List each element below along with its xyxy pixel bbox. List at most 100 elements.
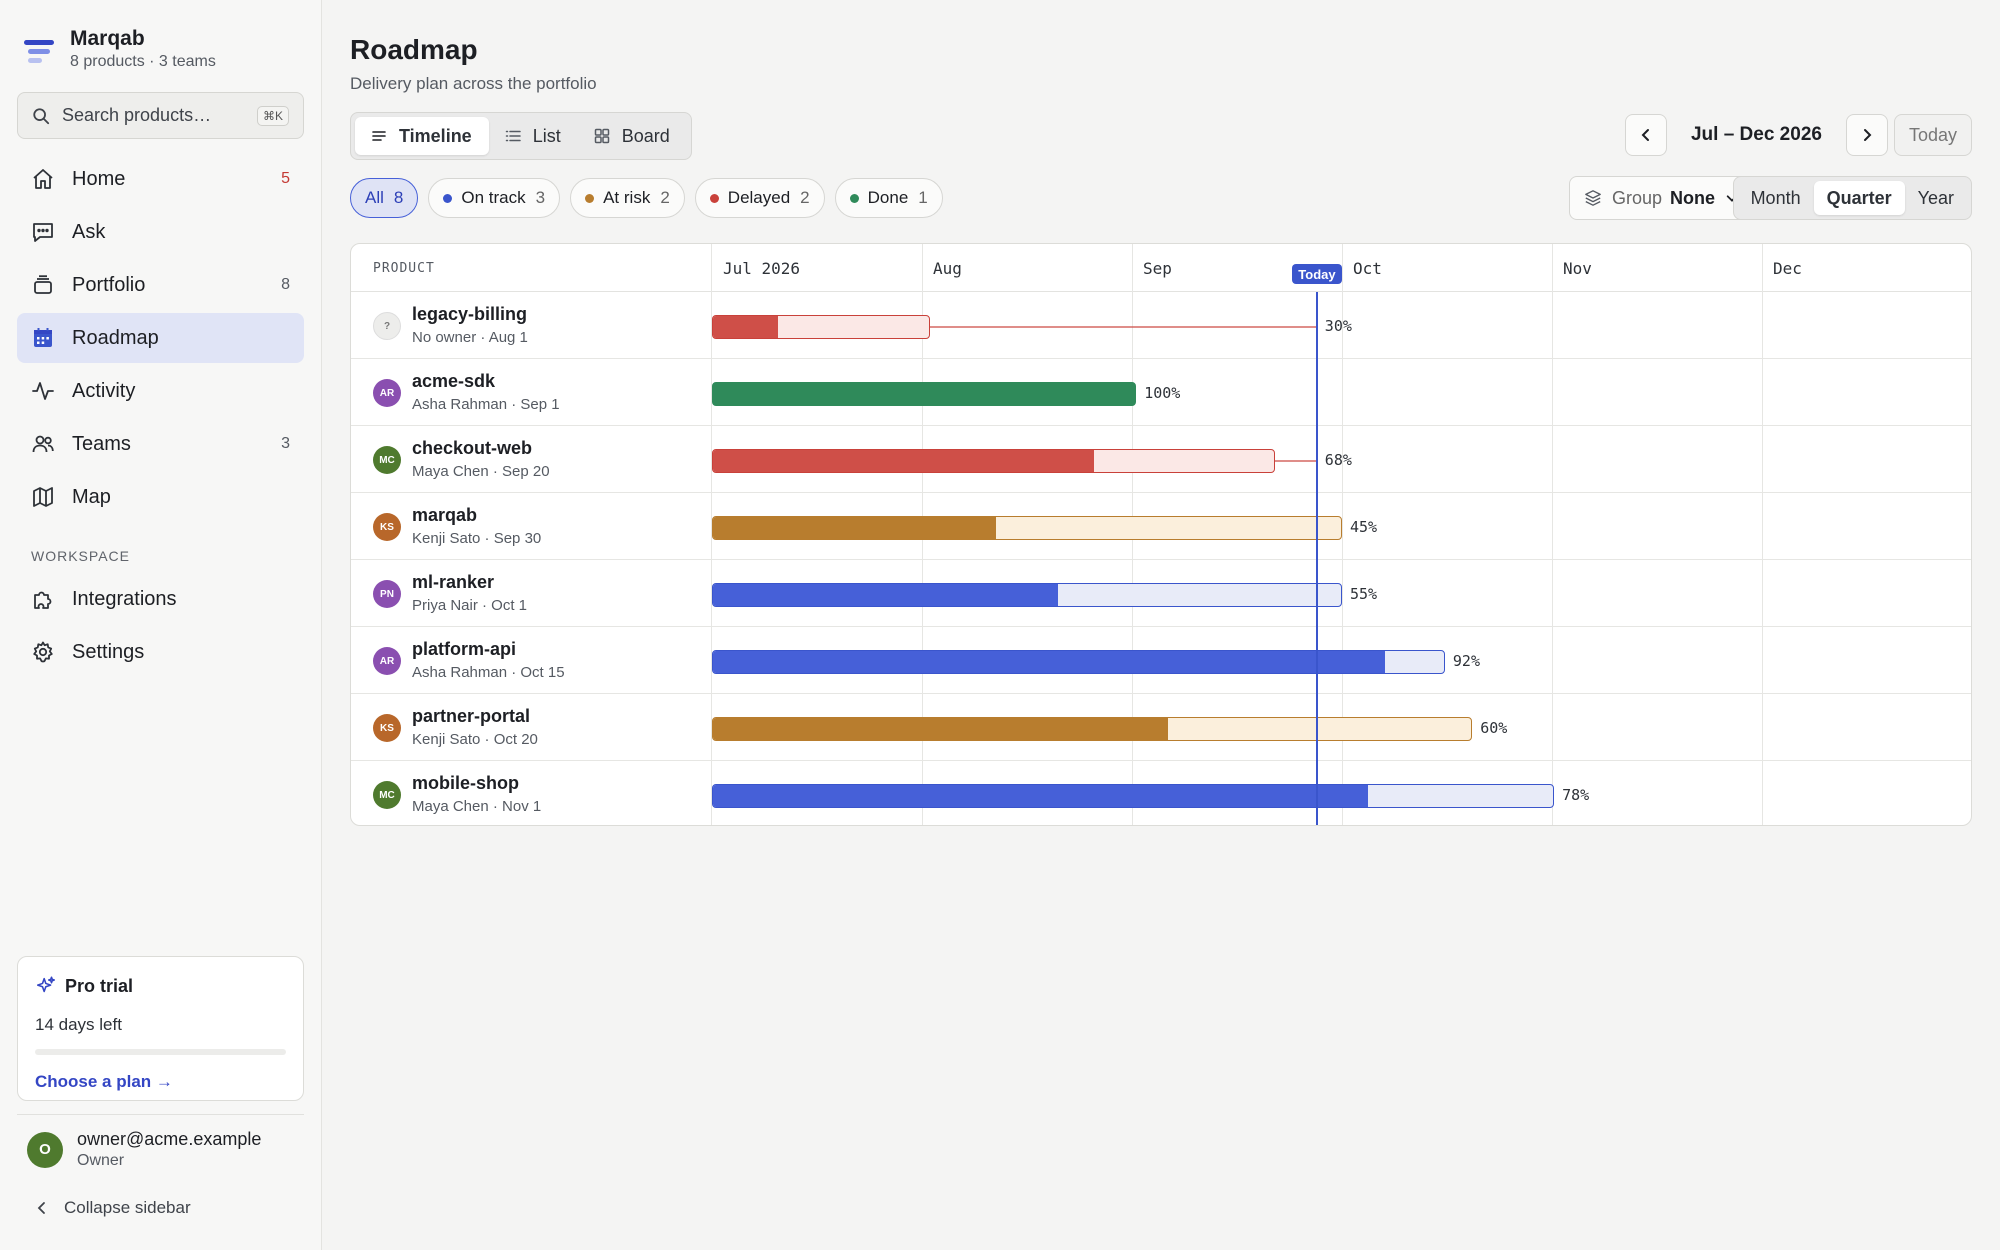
- status-filters: All 8 On track 3 At risk 2 Delayed 2 Don…: [350, 178, 953, 218]
- group-select[interactable]: Group None: [1568, 176, 1754, 220]
- tab-list[interactable]: List: [489, 117, 578, 155]
- trial-title-row: Pro trial: [35, 975, 286, 997]
- filter-chip-at-risk[interactable]: At risk 2: [570, 178, 685, 218]
- month-label: Jul 2026: [723, 259, 801, 278]
- nav-item-ask[interactable]: Ask: [17, 207, 304, 257]
- chat-icon: [30, 219, 56, 245]
- scale-quarter[interactable]: Quarter: [1813, 181, 1905, 215]
- avatar: AR: [373, 647, 401, 675]
- tab-timeline[interactable]: Timeline: [355, 117, 489, 155]
- group-label: Group: [1611, 187, 1662, 208]
- sidebar: Marqab 8 products · 3 teams Search produ…: [0, 0, 322, 1250]
- list-icon: [505, 130, 521, 142]
- chip-count: 2: [800, 188, 810, 207]
- product-name[interactable]: marqab: [412, 505, 478, 525]
- status-dot: [849, 193, 859, 203]
- nav-count: 3: [281, 435, 290, 452]
- filter-chip-all[interactable]: All 8: [350, 178, 419, 218]
- month-label: Aug: [933, 259, 962, 278]
- chip-label: On track: [461, 188, 526, 207]
- gantt-bar[interactable]: [712, 382, 1137, 406]
- gantt-bar-progress: [713, 718, 1168, 740]
- gantt-bar[interactable]: [712, 315, 931, 339]
- roadmap-timeline: PRODUCT Jul 2026 Aug Sep Oct Nov Dec ? legacy-…: [350, 243, 1972, 826]
- product-name[interactable]: mobile-shop: [412, 773, 519, 793]
- brand-logo-icon: [24, 32, 58, 66]
- user-role: Owner: [77, 1152, 125, 1169]
- filter-chip-on-track[interactable]: On track 3: [428, 178, 561, 218]
- product-name[interactable]: ml-ranker: [412, 572, 495, 592]
- progress-percent: 92%: [1452, 652, 1480, 670]
- choose-plan-link[interactable]: Choose a plan →: [35, 1072, 173, 1091]
- brand-name: Marqab: [70, 27, 145, 50]
- home-icon: [30, 166, 56, 192]
- nav-item-roadmap[interactable]: Roadmap: [17, 313, 304, 363]
- trial-title: Pro trial: [65, 975, 134, 996]
- gantt-bar-progress: [713, 651, 1386, 673]
- status-dot: [585, 193, 595, 203]
- next-range-button[interactable]: [1845, 114, 1888, 156]
- user-profile[interactable]: O owner@acme.example Owner: [17, 1114, 304, 1170]
- table-row[interactable]: MC checkout-web Maya Chen · Sep 20 68%: [351, 426, 1971, 493]
- status-dot: [709, 193, 719, 203]
- month-gridline: [1762, 244, 1763, 825]
- table-row[interactable]: MC mobile-shop Maya Chen · Nov 1 78%: [351, 761, 1971, 825]
- nav-label: Home: [72, 167, 126, 190]
- collapse-sidebar-button[interactable]: Collapse sidebar: [34, 1198, 191, 1218]
- gantt-bar[interactable]: [712, 650, 1445, 674]
- table-row[interactable]: PN ml-ranker Priya Nair · Oct 1 55%: [351, 560, 1971, 627]
- gantt-bar[interactable]: [712, 449, 1275, 473]
- collapse-label: Collapse sidebar: [64, 1198, 191, 1217]
- product-meta: Asha Rahman · Sep 1: [412, 396, 560, 413]
- group-value: None: [1670, 187, 1715, 208]
- nav-item-integrations[interactable]: Integrations: [17, 574, 304, 624]
- product-name[interactable]: acme-sdk: [412, 371, 496, 391]
- table-row[interactable]: KS marqab Kenji Sato · Sep 30 45%: [351, 493, 1971, 560]
- chip-count: 8: [393, 188, 404, 207]
- today-marker-label: Today: [1292, 264, 1342, 284]
- gantt-bar[interactable]: [712, 516, 1342, 540]
- nav-item-activity[interactable]: Activity: [17, 366, 304, 416]
- scale-year[interactable]: Year: [1917, 187, 1954, 208]
- search-shortcut: ⌘K: [256, 105, 289, 126]
- filter-chip-done[interactable]: Done 1: [834, 178, 943, 218]
- brand[interactable]: Marqab 8 products · 3 teams: [24, 26, 216, 72]
- progress-percent: 78%: [1562, 786, 1590, 804]
- table-row[interactable]: AR platform-api Asha Rahman · Oct 15 92%: [351, 627, 1971, 694]
- prev-range-button[interactable]: [1624, 114, 1667, 156]
- chip-label: Delayed: [727, 188, 791, 207]
- gantt-bar[interactable]: [712, 583, 1342, 607]
- avatar: KS: [373, 513, 401, 541]
- search-input[interactable]: Search products… ⌘K: [17, 92, 304, 139]
- product-name[interactable]: legacy-billing: [412, 304, 528, 324]
- date-range-nav: Jul – Dec 2026 Today: [1624, 114, 1972, 156]
- map-icon: [30, 484, 56, 510]
- nav-item-teams[interactable]: Teams 3: [17, 419, 304, 469]
- gantt-bar[interactable]: [712, 784, 1555, 808]
- grid-icon: [594, 128, 609, 144]
- chip-label: Done: [867, 188, 909, 207]
- page-subtitle: Delivery plan across the portfolio: [350, 74, 597, 93]
- nav-item-map[interactable]: Map: [17, 472, 304, 522]
- user-email: owner@acme.example: [77, 1129, 262, 1149]
- gantt-bar[interactable]: [712, 717, 1473, 741]
- product-name[interactable]: checkout-web: [412, 438, 533, 458]
- month-label: Dec: [1773, 259, 1802, 278]
- progress-percent: 68%: [1324, 451, 1352, 469]
- table-row[interactable]: KS partner-portal Kenji Sato · Oct 20 60%: [351, 694, 1971, 761]
- month-label: Nov: [1563, 259, 1592, 278]
- tab-board[interactable]: Board: [578, 117, 687, 155]
- product-name[interactable]: platform-api: [412, 639, 517, 659]
- filter-chip-delayed[interactable]: Delayed 2: [694, 178, 825, 218]
- table-row[interactable]: AR acme-sdk Asha Rahman · Sep 1 100%: [351, 359, 1971, 426]
- nav-item-portfolio[interactable]: Portfolio 8: [17, 260, 304, 310]
- today-button[interactable]: Today: [1893, 114, 1972, 156]
- date-range-label: Jul – Dec 2026: [1690, 124, 1822, 145]
- nav-item-settings[interactable]: Settings: [17, 627, 304, 677]
- chevron-left-icon: [1641, 129, 1649, 141]
- nav-label: Map: [72, 485, 111, 508]
- scale-month[interactable]: Month: [1750, 187, 1801, 208]
- product-name[interactable]: partner-portal: [412, 706, 531, 726]
- nav-item-home[interactable]: Home 5: [17, 154, 304, 204]
- table-row[interactable]: ? legacy-billing No owner · Aug 1 30%: [351, 292, 1971, 359]
